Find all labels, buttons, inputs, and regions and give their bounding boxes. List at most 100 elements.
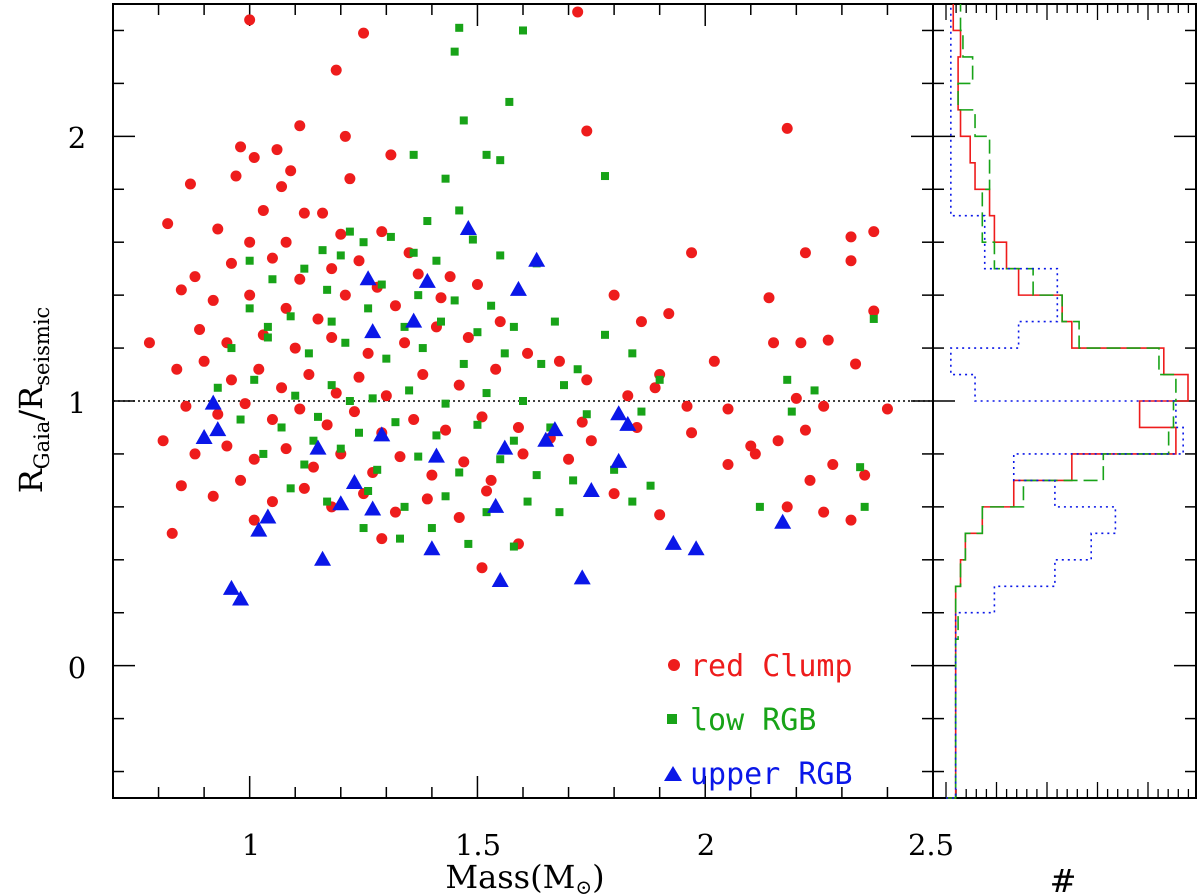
upper-rgb-point (491, 571, 509, 587)
red-clump-point (207, 294, 219, 306)
red-clump-point (522, 347, 534, 359)
red-clump-point (581, 374, 593, 386)
red-clump-point (353, 255, 365, 267)
red-clump-point (394, 451, 406, 463)
red-clump-point (850, 358, 862, 370)
red-clump-point (845, 231, 857, 243)
low-rgb-point (496, 251, 505, 260)
red-clump-point (818, 400, 830, 412)
low-rgb-point (856, 463, 865, 472)
upper-rgb-point (332, 495, 350, 511)
red-clump-point (294, 120, 306, 132)
low-rgb-point (482, 389, 491, 398)
low-rgb-point (418, 344, 427, 353)
red-clump-point (221, 440, 233, 452)
low-rgb-point (555, 508, 564, 517)
low-rgb-point (546, 423, 555, 432)
low-rgb-point (628, 497, 637, 506)
red-clump-point (512, 421, 524, 433)
red-clump-point (663, 308, 675, 320)
y-tick-label-1: 1 (68, 386, 86, 420)
histogram-low-rgb (946, 4, 1177, 799)
low-rgb-point (263, 333, 272, 342)
low-rgb-point (601, 172, 609, 181)
low-rgb-point (300, 460, 309, 469)
red-clump-point (686, 427, 698, 439)
red-clump-point (171, 363, 183, 375)
red-clump-point (253, 363, 265, 375)
low-rgb-point (250, 375, 259, 384)
low-rgb-point (291, 391, 300, 400)
red-clump-point (175, 284, 187, 296)
red-clump-point (435, 292, 447, 304)
low-rgb-point (336, 251, 345, 260)
upper-rgb-point (195, 429, 213, 445)
low-rgb-point (628, 349, 637, 358)
red-clump-point (686, 247, 698, 259)
legend: red Clump low RGB upper RGB (664, 649, 853, 792)
red-clump-point (225, 257, 237, 269)
red-clump-point (312, 313, 324, 325)
y-title-r2: R (12, 385, 50, 410)
upper-rgb-point (345, 474, 363, 490)
low-rgb-point (473, 420, 482, 429)
low-rgb-point (323, 285, 332, 294)
y-tick-label-2: 2 (68, 121, 86, 155)
red-clump-point (257, 204, 269, 216)
low-rgb-point (345, 227, 354, 236)
upper-rgb-point (687, 540, 705, 556)
low-rgb-point (496, 455, 505, 464)
red-clump-point (330, 387, 342, 399)
red-clump-point (845, 255, 857, 267)
low-rgb-point (450, 296, 459, 305)
red-clump-point (307, 461, 319, 473)
red-clump-point (799, 247, 811, 259)
low-rgb-point (368, 394, 377, 403)
upper-rgb-point (509, 280, 527, 296)
low-rgb-point (755, 502, 764, 511)
scatter-panel: 1 1.5 2 2.5 0 1 2 Mass(M⊙) RGaia/Rseismi… (12, 3, 954, 896)
low-rgb-point (482, 508, 491, 517)
red-clump-point (266, 496, 278, 508)
red-clump-point (453, 511, 465, 523)
red-clump-point (212, 223, 224, 235)
low-rgb-point (441, 492, 450, 501)
red-clump-point (481, 485, 493, 497)
red-clump-point (298, 207, 310, 219)
red-clump-point (353, 371, 365, 383)
red-clump-point (248, 152, 260, 164)
upper-rgb-point (359, 270, 377, 286)
red-clump-point (376, 226, 388, 238)
red-clump-point (348, 406, 360, 418)
red-clump-point (235, 141, 247, 153)
low-rgb-point (314, 412, 322, 421)
red-clump-point (576, 416, 588, 428)
y-title-r1: R (12, 468, 50, 493)
red-clump-point (298, 482, 310, 494)
red-clump-point (462, 331, 474, 343)
red-clump-point (244, 236, 256, 248)
red-clump-point (476, 562, 488, 574)
low-rgb-point (300, 264, 309, 273)
legend-label-low-rgb: low RGB (690, 703, 816, 738)
x-tick-label-2.5: 2.5 (908, 828, 954, 862)
red-clump-point (399, 337, 411, 349)
upper-rgb-point (610, 452, 628, 468)
low-rgb-point (509, 542, 518, 551)
red-clump-point (248, 453, 260, 465)
low-rgb-point (450, 47, 459, 56)
red-clump-point (380, 390, 392, 402)
low-rgb-point (323, 497, 332, 506)
red-clump-point (781, 501, 793, 513)
low-rgb-point (519, 397, 527, 405)
low-rgb-point (245, 256, 254, 265)
red-clump-point (768, 337, 780, 349)
upper-rgb-point (487, 497, 505, 513)
red-clump-point (225, 374, 237, 386)
red-clump-point (563, 453, 575, 465)
red-clump-point (608, 289, 620, 301)
red-clump-point (845, 514, 857, 526)
red-clump-point (194, 324, 206, 336)
low-rgb-point (487, 301, 496, 310)
low-rgb-point (355, 428, 363, 437)
